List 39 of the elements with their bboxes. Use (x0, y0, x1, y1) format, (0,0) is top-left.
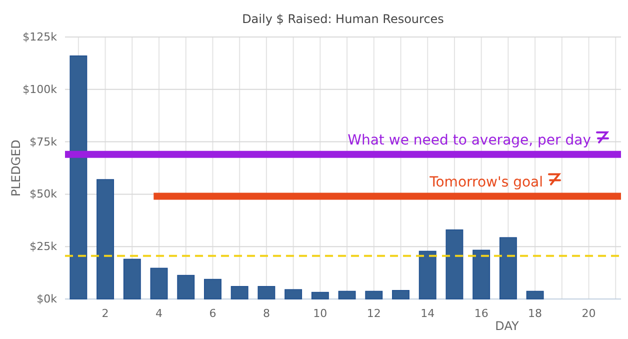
bar (446, 229, 464, 300)
bar (338, 290, 356, 300)
bar (311, 292, 329, 300)
x-tick-label: 6 (209, 306, 216, 320)
y-tick-label: $75k (30, 135, 58, 148)
x-tick-label: 4 (156, 306, 163, 320)
bar (418, 250, 436, 300)
x-tick-label: 2 (102, 306, 109, 320)
x-tick-label: 20 (582, 306, 596, 320)
bar (284, 289, 302, 300)
bar (70, 55, 88, 300)
bar (230, 286, 248, 300)
bar (365, 290, 383, 300)
legend-label: Tomorrow's goal (428, 174, 543, 190)
y-tick-label: $50k (30, 188, 58, 201)
bar (123, 258, 141, 300)
y-axis-title: PLEDGED (9, 140, 23, 196)
x-axis-title: DAY (495, 319, 520, 333)
y-tick-label: $100k (22, 82, 58, 96)
y-tick-label: $125k (22, 30, 58, 44)
bar (177, 274, 195, 300)
y-tick-label: $25k (30, 240, 58, 254)
bar (499, 237, 517, 300)
ref-line-label: What we need to average, per day (348, 132, 591, 148)
x-tick-label: 8 (262, 306, 270, 320)
x-tick-label: 12 (366, 306, 381, 320)
y-tick-label: $0k (36, 292, 58, 306)
bar (96, 179, 114, 300)
bar (526, 290, 544, 300)
bar (258, 286, 276, 300)
bar (392, 290, 410, 300)
bar (150, 268, 168, 300)
chart-title: Daily $ Raised: Human Resources (242, 12, 444, 26)
x-tick-label: 10 (313, 306, 328, 320)
x-tick-label: 18 (528, 306, 542, 320)
x-tick-label: 16 (474, 306, 488, 320)
x-tick-label: 14 (420, 306, 435, 320)
bar (204, 278, 222, 300)
bar (472, 250, 490, 300)
